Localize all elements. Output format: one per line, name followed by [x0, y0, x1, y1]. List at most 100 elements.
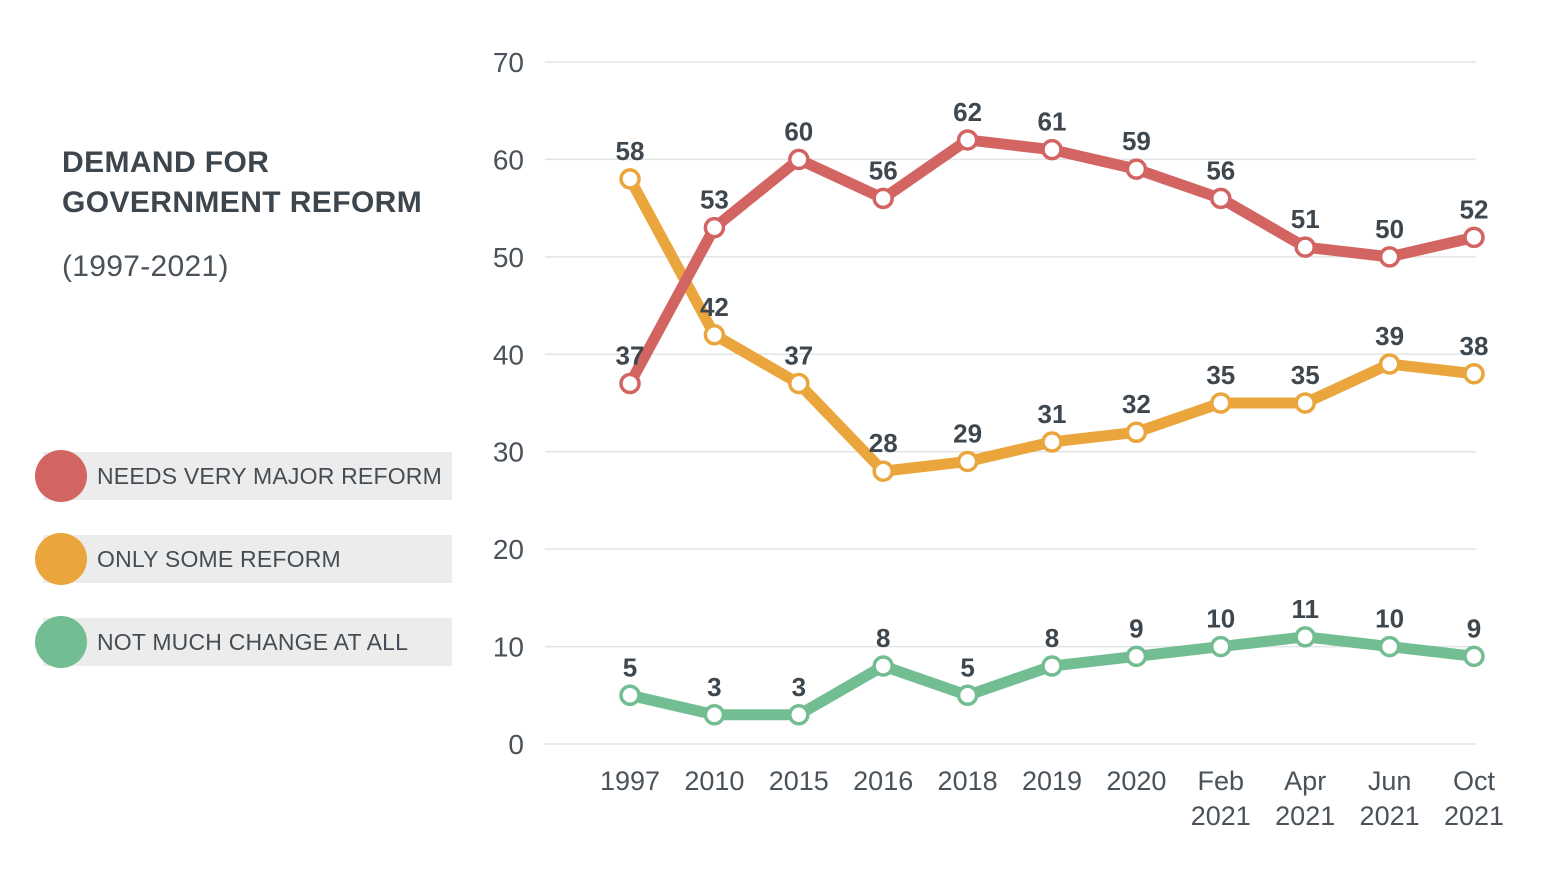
data-point-marker-only-some-reform	[1041, 431, 1063, 453]
data-point-label-not-much-change-at-all: 10	[1206, 604, 1235, 634]
x-tick-label: Apr	[1284, 766, 1326, 796]
data-point-marker-only-some-reform	[1125, 421, 1148, 443]
data-point-marker-only-some-reform	[788, 372, 810, 395]
data-point-marker-only-some-reform	[1210, 392, 1232, 414]
data-point-label-only-some-reform: 28	[869, 428, 898, 458]
x-tick-label: Oct	[1453, 766, 1496, 796]
data-point-marker-not-much-change-at-all	[788, 704, 810, 726]
data-point-label-not-much-change-at-all: 9	[1129, 613, 1143, 643]
data-point-label-not-much-change-at-all: 9	[1467, 613, 1481, 643]
data-point-marker-not-much-change-at-all	[956, 684, 979, 707]
data-point-label-needs-very-major-reform: 51	[1291, 204, 1320, 234]
legend-item-not-much-change: NOT MUCH CHANGE AT ALL	[35, 616, 465, 668]
data-point-label-not-much-change-at-all: 8	[876, 623, 890, 653]
legend-band	[43, 452, 452, 500]
x-tick-label: Jun	[1368, 766, 1412, 796]
y-tick-label: 30	[493, 437, 524, 468]
data-point-label-needs-very-major-reform: 52	[1460, 194, 1489, 224]
data-point-label-not-much-change-at-all: 11	[1291, 594, 1319, 624]
data-point-marker-not-much-change-at-all	[1294, 626, 1316, 648]
x-tick-label: 2015	[769, 766, 829, 796]
x-tick-label: 2016	[853, 766, 913, 796]
page-title: DEMAND FOR GOVERNMENT REFORM	[62, 146, 423, 219]
data-point-label-needs-very-major-reform: 50	[1375, 214, 1404, 244]
data-point-marker-not-much-change-at-all	[1210, 635, 1232, 658]
y-tick-label: 10	[493, 632, 524, 663]
x-tick-label: 2021	[1191, 801, 1251, 831]
legend-band	[43, 535, 452, 583]
data-point-label-not-much-change-at-all: 5	[960, 652, 974, 682]
series-line-needs-very-major-reform	[624, 134, 1480, 390]
x-tick-label: 2019	[1022, 766, 1082, 796]
data-point-label-needs-very-major-reform: 60	[784, 116, 813, 146]
y-tick-label: 60	[493, 144, 524, 175]
data-point-marker-needs-very-major-reform	[619, 372, 641, 395]
y-tick-label: 40	[493, 339, 524, 370]
data-point-marker-not-much-change-at-all	[1041, 655, 1063, 677]
data-point-label-only-some-reform: 32	[1122, 389, 1151, 419]
legend-label: NOT MUCH CHANGE AT ALL	[97, 628, 409, 655]
data-point-marker-only-some-reform	[1463, 363, 1485, 385]
data-point-marker-needs-very-major-reform	[1125, 158, 1148, 180]
data-point-marker-needs-very-major-reform	[1294, 236, 1316, 258]
data-point-marker-not-much-change-at-all	[1463, 645, 1485, 668]
page-subtitle: (1997-2021)	[62, 250, 229, 283]
data-point-marker-only-some-reform	[872, 460, 894, 482]
data-point-label-not-much-change-at-all: 10	[1375, 604, 1404, 634]
data-point-label-only-some-reform: 35	[1291, 360, 1320, 390]
legend-label: ONLY SOME REFORM	[97, 545, 341, 572]
green-series-swatch	[35, 616, 87, 668]
data-point-label-only-some-reform: 38	[1460, 331, 1489, 361]
x-tick-label: 2021	[1444, 801, 1504, 831]
data-point-label-needs-very-major-reform: 62	[953, 97, 982, 127]
data-point-label-only-some-reform: 31	[1038, 399, 1067, 429]
x-tick-label: 2010	[684, 766, 744, 796]
data-point-label-needs-very-major-reform: 59	[1122, 126, 1151, 156]
data-point-marker-needs-very-major-reform	[956, 129, 979, 151]
data-point-label-needs-very-major-reform: 56	[1206, 155, 1235, 185]
y-tick-label: 20	[493, 534, 524, 565]
data-point-marker-not-much-change-at-all	[872, 655, 894, 677]
data-point-label-only-some-reform: 39	[1375, 321, 1404, 351]
data-point-label-only-some-reform: 37	[784, 341, 813, 371]
x-tick-label: 2021	[1360, 801, 1420, 831]
data-point-label-needs-very-major-reform: 56	[869, 155, 898, 185]
data-point-marker-not-much-change-at-all	[1378, 635, 1401, 658]
legend-item-needs-very-major-reform: NEEDS VERY MAJOR REFORM	[35, 450, 465, 502]
data-point-label-only-some-reform: 29	[953, 418, 982, 448]
x-tick-label: 2021	[1275, 801, 1335, 831]
y-tick-label: 0	[508, 729, 524, 760]
data-point-label-needs-very-major-reform: 61	[1038, 107, 1067, 137]
data-point-label-needs-very-major-reform: 37	[616, 341, 645, 371]
data-point-marker-needs-very-major-reform	[703, 216, 726, 239]
legend-label: NEEDS VERY MAJOR REFORM	[97, 462, 442, 489]
data-point-marker-not-much-change-at-all	[619, 684, 641, 707]
y-tick-label: 70	[493, 47, 524, 78]
data-point-marker-needs-very-major-reform	[1378, 246, 1401, 268]
legend-band	[43, 618, 452, 666]
orange-series-swatch	[35, 533, 87, 585]
data-point-label-needs-very-major-reform: 53	[700, 185, 729, 215]
data-point-marker-only-some-reform	[703, 324, 726, 346]
data-point-label-only-some-reform: 58	[616, 136, 645, 166]
data-point-label-not-much-change-at-all: 3	[792, 672, 806, 702]
data-point-marker-only-some-reform	[619, 168, 641, 190]
data-point-marker-needs-very-major-reform	[1041, 138, 1063, 161]
x-tick-label: 1997	[600, 766, 660, 796]
x-tick-label: 2018	[938, 766, 998, 796]
data-point-marker-only-some-reform	[956, 450, 979, 473]
data-point-marker-needs-very-major-reform	[1210, 187, 1232, 210]
legend-item-only-some-reform: ONLY SOME REFORM	[35, 533, 465, 585]
data-point-label-only-some-reform: 35	[1206, 360, 1235, 390]
y-tick-label: 50	[493, 242, 524, 273]
x-tick-label: 2020	[1106, 766, 1166, 796]
chart-legend: NEEDS VERY MAJOR REFORM ONLY SOME REFORM…	[35, 450, 465, 699]
data-point-marker-only-some-reform	[1378, 353, 1401, 375]
data-point-label-not-much-change-at-all: 8	[1045, 623, 1059, 653]
data-point-marker-not-much-change-at-all	[703, 704, 726, 726]
data-point-marker-not-much-change-at-all	[1125, 645, 1148, 668]
red-series-swatch	[35, 450, 87, 502]
data-point-label-not-much-change-at-all: 5	[623, 652, 637, 682]
